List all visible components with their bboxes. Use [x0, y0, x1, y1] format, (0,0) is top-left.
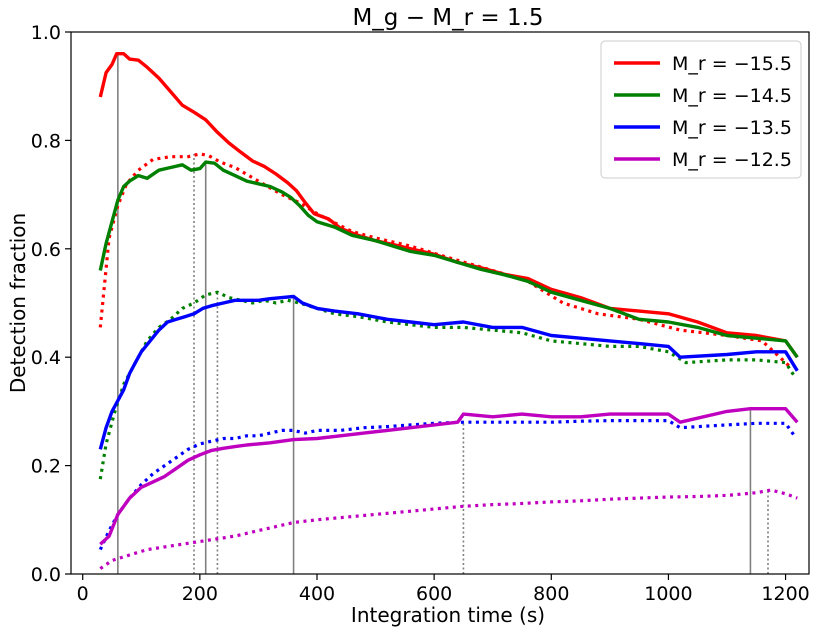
x-axis-ticks: 0 200 400 600 800 1000 1200 [77, 574, 810, 605]
legend: M_r = −15.5 M_r = −14.5 M_r = −13.5 M_r = −… [600, 40, 802, 179]
x-tick-label-2: 400 [299, 583, 335, 605]
x-tick-label-4: 800 [533, 583, 569, 605]
legend-label-3: M_r = −12.5 [672, 149, 792, 171]
x-tick-label-6: 1200 [761, 583, 809, 605]
series-layer [98, 52, 799, 570]
series-2-solid-line [98, 294, 799, 450]
series-0-dotted-line [98, 152, 793, 370]
plot-frame [70, 31, 810, 575]
series-3-solid-line [99, 407, 799, 546]
x-tick-label-1: 200 [182, 583, 218, 605]
x-axis-label: Integration time (s) [351, 603, 545, 627]
legend-box [600, 40, 802, 179]
plot-area [98, 52, 799, 574]
y-axis-label: Detection fraction [6, 213, 30, 393]
legend-label-1: M_r = −14.5 [672, 85, 792, 107]
y-axis-ticks: 0.0 0.2 0.4 0.6 0.8 1.0 [31, 22, 71, 586]
y-tick-label-4: 0.8 [31, 130, 61, 152]
legend-label-2: M_r = −13.5 [672, 117, 792, 139]
y-tick-label-5: 1.0 [31, 22, 61, 44]
y-tick-label-2: 0.4 [31, 347, 61, 369]
x-tick-label-5: 1000 [644, 583, 692, 605]
series-3-dotted-line [99, 488, 798, 570]
y-tick-label-0: 0.0 [31, 564, 61, 586]
series-2-dotted-line [98, 419, 796, 551]
y-tick-label-1: 0.2 [31, 456, 61, 478]
legend-label-0: M_r = −15.5 [672, 53, 792, 75]
x-tick-label-0: 0 [77, 583, 89, 605]
x-tick-label-3: 600 [416, 583, 452, 605]
chart-title: M_g − M_r = 1.5 [352, 5, 543, 31]
series-1-solid-line [98, 160, 799, 359]
y-tick-label-3: 0.6 [31, 239, 61, 261]
vertical-marker-layer [117, 53, 769, 574]
